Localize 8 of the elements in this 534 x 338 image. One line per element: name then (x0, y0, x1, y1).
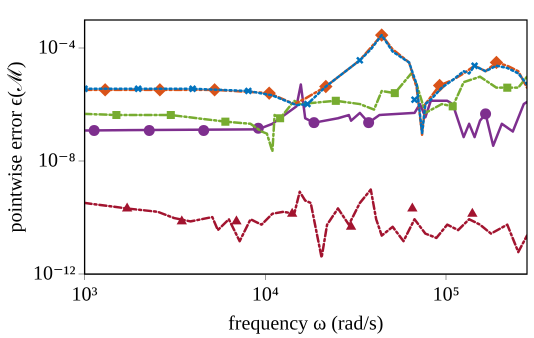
y-axis-title: pointwise error ϵ(ℳ) (4, 61, 26, 233)
x-tick-label: 10³ (72, 283, 98, 306)
x-tick-label: 10⁴ (252, 283, 279, 306)
y-tick-label: 10⁻¹² (32, 262, 76, 284)
y-tick-label: 10⁻⁴ (38, 36, 76, 58)
x-tick-label: 10⁵ (432, 283, 460, 306)
x-axis-title: frequency ω (rad/s) (228, 312, 384, 334)
y-tick-label: 10⁻⁸ (38, 149, 76, 172)
